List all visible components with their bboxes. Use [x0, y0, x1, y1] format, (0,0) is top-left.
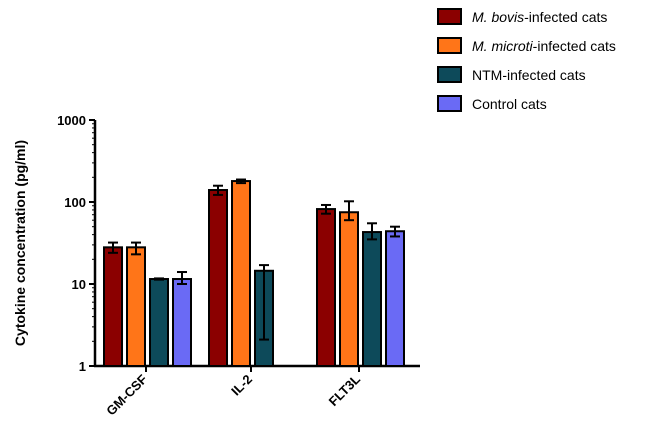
bar	[208, 189, 228, 367]
bar	[362, 231, 382, 367]
bar	[385, 230, 405, 367]
legend-swatch	[437, 8, 462, 25]
legend: M. bovis-infected cats M. microti-infecte…	[437, 8, 616, 112]
y-tick-label: 1	[79, 359, 86, 374]
bar	[103, 246, 123, 367]
bar	[126, 246, 146, 367]
bar	[172, 278, 192, 367]
y-axis-label: Cytokine concentration (pg/ml)	[12, 140, 28, 346]
x-tick-label: IL-2	[228, 372, 255, 399]
x-tick-label: GM-CSF	[103, 371, 150, 418]
plot-area: 1 10 100 1000 GM-CSF IL-2 FLT3L	[57, 113, 420, 418]
legend-swatch	[437, 95, 462, 112]
legend-swatch	[437, 66, 462, 83]
legend-label: M. bovis-infected cats	[472, 9, 607, 25]
legend-label: NTM-infected cats	[472, 67, 586, 83]
legend-label: M. microti-infected cats	[472, 38, 616, 54]
y-tick-label: 1000	[57, 113, 86, 128]
y-tick-label: 10	[72, 277, 86, 292]
legend-label: Control cats	[472, 96, 547, 112]
legend-swatch	[437, 37, 462, 54]
bar	[316, 208, 336, 367]
x-tick-label: FLT3L	[326, 371, 364, 409]
bar	[231, 180, 251, 367]
bar	[339, 211, 359, 367]
bar	[149, 278, 169, 367]
y-tick-label: 100	[64, 195, 86, 210]
